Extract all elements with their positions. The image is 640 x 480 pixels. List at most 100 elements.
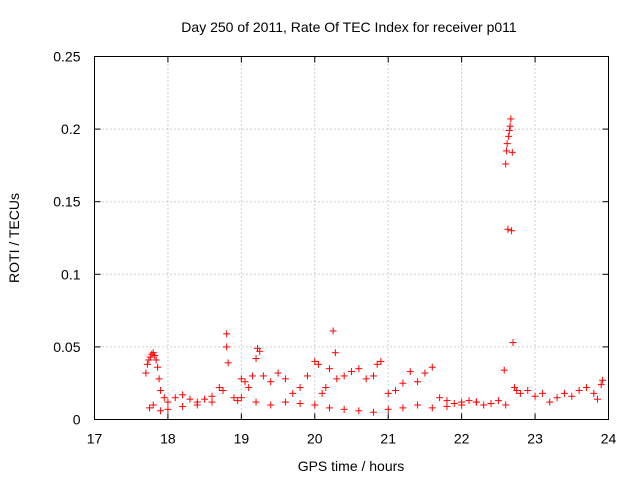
data-point [259, 372, 267, 380]
data-point [296, 384, 304, 392]
data-point [399, 404, 407, 412]
data-point [348, 368, 355, 376]
data-point [568, 392, 576, 400]
data-point [148, 350, 156, 358]
data-point [179, 402, 187, 410]
data-point [149, 349, 157, 357]
data-point [502, 401, 510, 409]
data-point [599, 376, 607, 384]
data-point [179, 391, 187, 399]
data-point [146, 404, 154, 412]
data-point [311, 401, 319, 409]
x-axis-label: GPS time / hours [298, 458, 405, 474]
data-point [223, 343, 231, 351]
data-point [296, 400, 304, 408]
data-point [355, 407, 363, 415]
data-point [458, 401, 466, 409]
data-point [241, 378, 249, 386]
data-point [329, 327, 337, 335]
data-point [507, 115, 515, 123]
grid [94, 56, 609, 420]
data-point [157, 386, 165, 394]
y-tick-label: 0.25 [53, 49, 80, 65]
data-point [472, 398, 480, 406]
data-point [333, 375, 341, 383]
data-point [146, 353, 154, 361]
data-point [149, 401, 157, 409]
data-point [237, 394, 245, 402]
y-tick-label: 0.15 [53, 194, 80, 210]
data-point [252, 355, 260, 363]
data-point [318, 389, 326, 397]
data-point [560, 389, 568, 397]
data-point [252, 398, 260, 406]
data-point [245, 384, 253, 392]
x-tick-label: 23 [527, 431, 543, 447]
data-point [597, 381, 605, 389]
data-point [201, 395, 209, 403]
y-tick-label: 0.2 [61, 121, 81, 137]
y-axis-label: ROTI / TECUs [6, 193, 22, 283]
data-point [553, 394, 561, 402]
data-point [370, 408, 378, 416]
data-point [230, 394, 238, 402]
data-point [593, 395, 601, 403]
data-point [443, 402, 451, 410]
data-point [331, 349, 339, 357]
data-point [508, 227, 516, 235]
y-tick-label: 0 [73, 412, 81, 428]
data-point [370, 372, 378, 380]
data-point [274, 369, 282, 377]
data-point [267, 401, 275, 409]
data-point [154, 363, 162, 371]
data-point [234, 397, 242, 405]
data-point [248, 372, 256, 380]
data-point [152, 356, 160, 364]
data-point [414, 378, 422, 386]
data-point [314, 360, 322, 368]
data-point [406, 368, 414, 376]
data-point [362, 375, 370, 383]
data-point [436, 394, 444, 402]
data-point [450, 400, 458, 408]
data-point [516, 389, 524, 397]
data-point [322, 384, 330, 392]
data-point [223, 330, 231, 338]
data-point [487, 400, 495, 408]
data-point [428, 363, 436, 371]
data-point [193, 401, 201, 409]
data-point [428, 404, 436, 412]
data-point [575, 386, 583, 394]
data-point [538, 389, 546, 397]
data-point [237, 375, 245, 383]
data-point [289, 389, 297, 397]
data-point [256, 347, 264, 355]
data-point [582, 384, 590, 392]
data-point [145, 356, 153, 364]
data-point [513, 386, 521, 394]
data-point [155, 375, 163, 383]
data-point [311, 357, 319, 365]
y-tick-label: 0.05 [53, 339, 80, 355]
data-point [143, 360, 151, 368]
data-point [164, 405, 172, 413]
data-point [377, 357, 385, 365]
x-tick-label: 18 [160, 431, 176, 447]
x-tick-labels: 17 18 19 20 21 22 23 24 [87, 431, 617, 447]
data-point [546, 398, 554, 406]
x-tick-label: 17 [87, 431, 103, 447]
data-point [494, 397, 502, 405]
data-point [505, 132, 513, 140]
data-point [500, 366, 508, 374]
data-point [219, 386, 227, 394]
data-point [465, 397, 473, 405]
data-point [224, 359, 232, 367]
data-point [208, 398, 216, 406]
y-tick-label: 0.1 [61, 266, 81, 282]
data-point [509, 339, 517, 347]
data-point [373, 360, 381, 368]
data-point [399, 379, 407, 387]
data-points [142, 115, 607, 416]
data-point [157, 407, 165, 415]
